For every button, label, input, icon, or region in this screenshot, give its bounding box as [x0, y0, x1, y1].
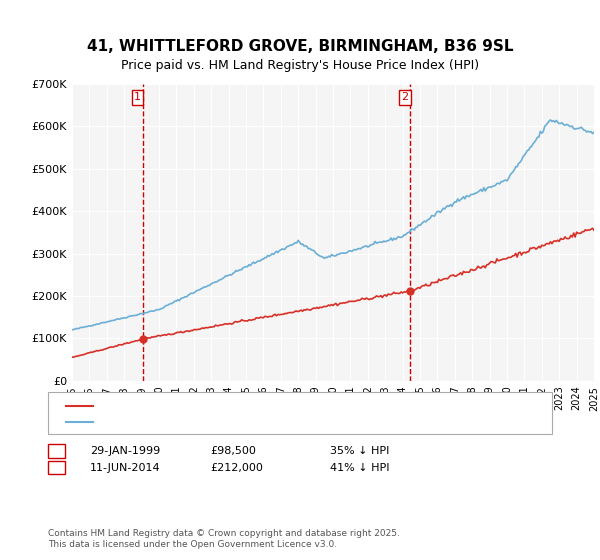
Text: 41, WHITTLEFORD GROVE, BIRMINGHAM, B36 9SL (detached house): 41, WHITTLEFORD GROVE, BIRMINGHAM, B36 9…: [96, 401, 451, 411]
Text: Contains HM Land Registry data © Crown copyright and database right 2025.
This d: Contains HM Land Registry data © Crown c…: [48, 529, 400, 549]
Text: £98,500: £98,500: [210, 446, 256, 456]
Text: 29-JAN-1999: 29-JAN-1999: [90, 446, 160, 456]
Text: Price paid vs. HM Land Registry's House Price Index (HPI): Price paid vs. HM Land Registry's House …: [121, 59, 479, 72]
Text: 41, WHITTLEFORD GROVE, BIRMINGHAM, B36 9SL: 41, WHITTLEFORD GROVE, BIRMINGHAM, B36 9…: [87, 39, 513, 54]
Text: 2: 2: [53, 463, 60, 473]
Text: 1: 1: [134, 92, 141, 102]
Text: 1: 1: [53, 446, 60, 456]
Text: £212,000: £212,000: [210, 463, 263, 473]
Text: 35% ↓ HPI: 35% ↓ HPI: [330, 446, 389, 456]
Text: 2: 2: [401, 92, 409, 102]
Text: HPI: Average price, detached house, Solihull: HPI: Average price, detached house, Soli…: [96, 417, 327, 427]
Text: 11-JUN-2014: 11-JUN-2014: [90, 463, 161, 473]
Text: 41% ↓ HPI: 41% ↓ HPI: [330, 463, 389, 473]
